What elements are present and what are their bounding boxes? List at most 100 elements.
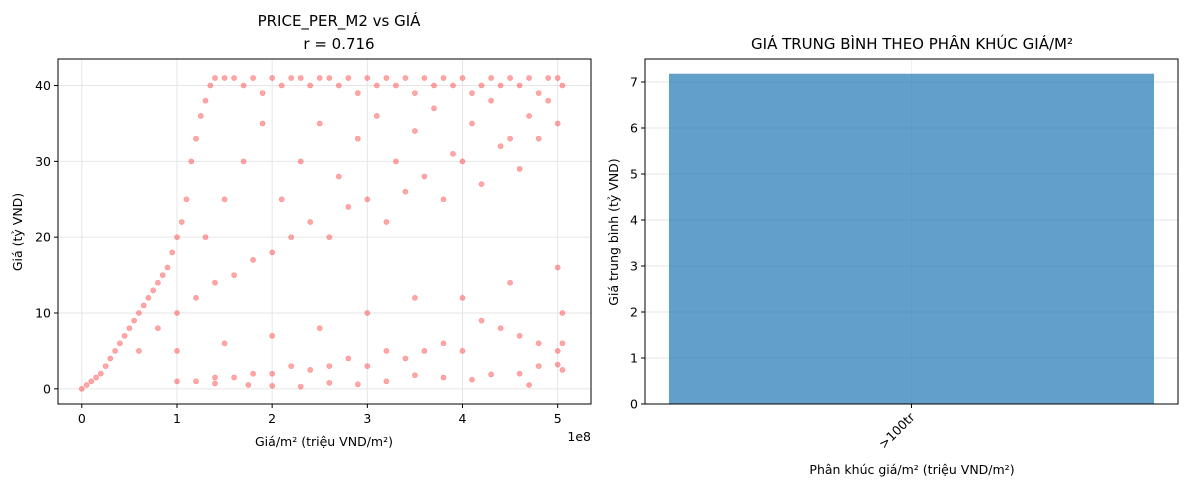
scatter-point: [478, 317, 485, 324]
scatter-point: [450, 82, 456, 89]
scatter-point: [221, 196, 228, 203]
scatter-point: [559, 82, 566, 89]
scatter-point: [250, 256, 256, 263]
scatter-point: [559, 366, 566, 373]
scatter-point: [212, 374, 218, 381]
scatter-point: [421, 75, 428, 81]
scatter-point: [231, 272, 237, 278]
scatter-point: [497, 325, 504, 332]
scatter-point: [169, 249, 176, 256]
scatter-y-tick-label: 10: [35, 306, 51, 321]
scatter-x-tick-label: 1: [173, 411, 181, 426]
scatter-point: [326, 379, 333, 386]
scatter-point: [212, 75, 218, 81]
scatter-point: [440, 75, 447, 81]
bar-y-tick-label: 1: [630, 351, 638, 366]
scatter-y-tick-label: 40: [35, 78, 51, 93]
scatter-point: [121, 332, 128, 339]
scatter-point: [202, 234, 209, 241]
bar-x-ticks: >100tr: [876, 404, 918, 451]
scatter-point: [207, 82, 214, 89]
scatter-point: [478, 82, 485, 89]
scatter-point: [83, 382, 90, 388]
bar-y-tick-label: 0: [630, 397, 638, 412]
bar-panel: GIÁ TRUNG BÌNH THEO PHÂN KHÚC GIÁ/M² >10…: [606, 34, 1179, 477]
scatter-point: [345, 203, 352, 210]
scatter-point: [411, 294, 418, 301]
scatter-point: [131, 317, 137, 324]
scatter-point: [102, 363, 109, 369]
scatter-x-axis-label: Giá/m² (triệu VND/m²): [255, 434, 393, 449]
scatter-point: [497, 143, 504, 150]
bar-y-tick-label: 7: [630, 75, 638, 90]
scatter-point: [259, 120, 266, 127]
scatter-point: [78, 385, 85, 392]
scatter-point: [164, 264, 171, 271]
bar-x-axis-label: Phân khúc giá/m² (triệu VND/m²): [809, 462, 1014, 477]
scatter-point: [431, 82, 437, 89]
scatter-point: [450, 150, 456, 157]
scatter-point: [278, 196, 285, 203]
scatter-point: [559, 310, 566, 316]
bar: [668, 73, 1155, 404]
scatter-point: [316, 325, 323, 332]
scatter-point: [316, 75, 323, 81]
bar-bars: [668, 73, 1155, 404]
scatter-point: [150, 287, 157, 294]
scatter-point: [554, 347, 561, 354]
scatter-point: [135, 310, 142, 316]
scatter-point: [459, 158, 466, 165]
scatter-point: [497, 82, 504, 89]
scatter-point: [535, 135, 542, 142]
scatter-point: [307, 82, 314, 89]
scatter-point: [440, 196, 447, 203]
scatter-point: [373, 82, 380, 89]
scatter-point: [459, 75, 466, 81]
scatter-point: [554, 361, 561, 368]
scatter-point: [431, 105, 437, 112]
scatter-point: [126, 325, 133, 332]
scatter-point: [202, 97, 209, 104]
scatter-point: [516, 82, 523, 89]
scatter-point: [259, 90, 266, 96]
scatter-point: [440, 340, 447, 347]
bar-y-tick-label: 4: [630, 213, 638, 228]
scatter-point: [554, 264, 561, 271]
scatter-point: [197, 113, 204, 119]
scatter-point: [326, 363, 333, 369]
scatter-point: [307, 366, 314, 373]
scatter-point: [516, 332, 523, 339]
scatter-panel: PRICE_PER_M2 vs GIÁ r = 0.716 0 1 2 3 4 5 0 10…: [10, 11, 592, 449]
scatter-point: [459, 294, 466, 301]
scatter-point: [421, 347, 428, 354]
scatter-point: [469, 120, 475, 127]
scatter-point: [307, 219, 314, 225]
scatter-x-tick-label: 2: [268, 411, 276, 426]
scatter-point: [354, 90, 361, 96]
bar-y-ticks: 0 1 2 3 4 5 6 7: [630, 75, 645, 412]
scatter-point: [288, 363, 295, 369]
scatter-point: [269, 370, 276, 377]
scatter-y-tick-label: 30: [35, 154, 51, 169]
scatter-point: [516, 370, 523, 377]
scatter-y-axis-label: Giá (tỷ VND): [10, 193, 25, 271]
scatter-point: [535, 363, 542, 369]
scatter-point: [297, 383, 304, 390]
scatter-point: [459, 347, 466, 354]
scatter-point: [231, 374, 237, 381]
scatter-point: [240, 82, 247, 89]
scatter-point: [97, 370, 104, 377]
scatter-x-tick-label: 0: [78, 411, 86, 426]
scatter-point: [112, 347, 118, 354]
scatter-point: [335, 173, 342, 180]
scatter-point: [140, 302, 147, 309]
scatter-point: [364, 75, 371, 81]
scatter-point: [535, 340, 542, 347]
scatter-point: [250, 75, 256, 81]
scatter-point: [269, 332, 276, 339]
scatter-point: [231, 75, 237, 81]
scatter-point: [221, 75, 228, 81]
scatter-point: [364, 363, 371, 369]
bar-y-tick-label: 5: [630, 167, 638, 182]
